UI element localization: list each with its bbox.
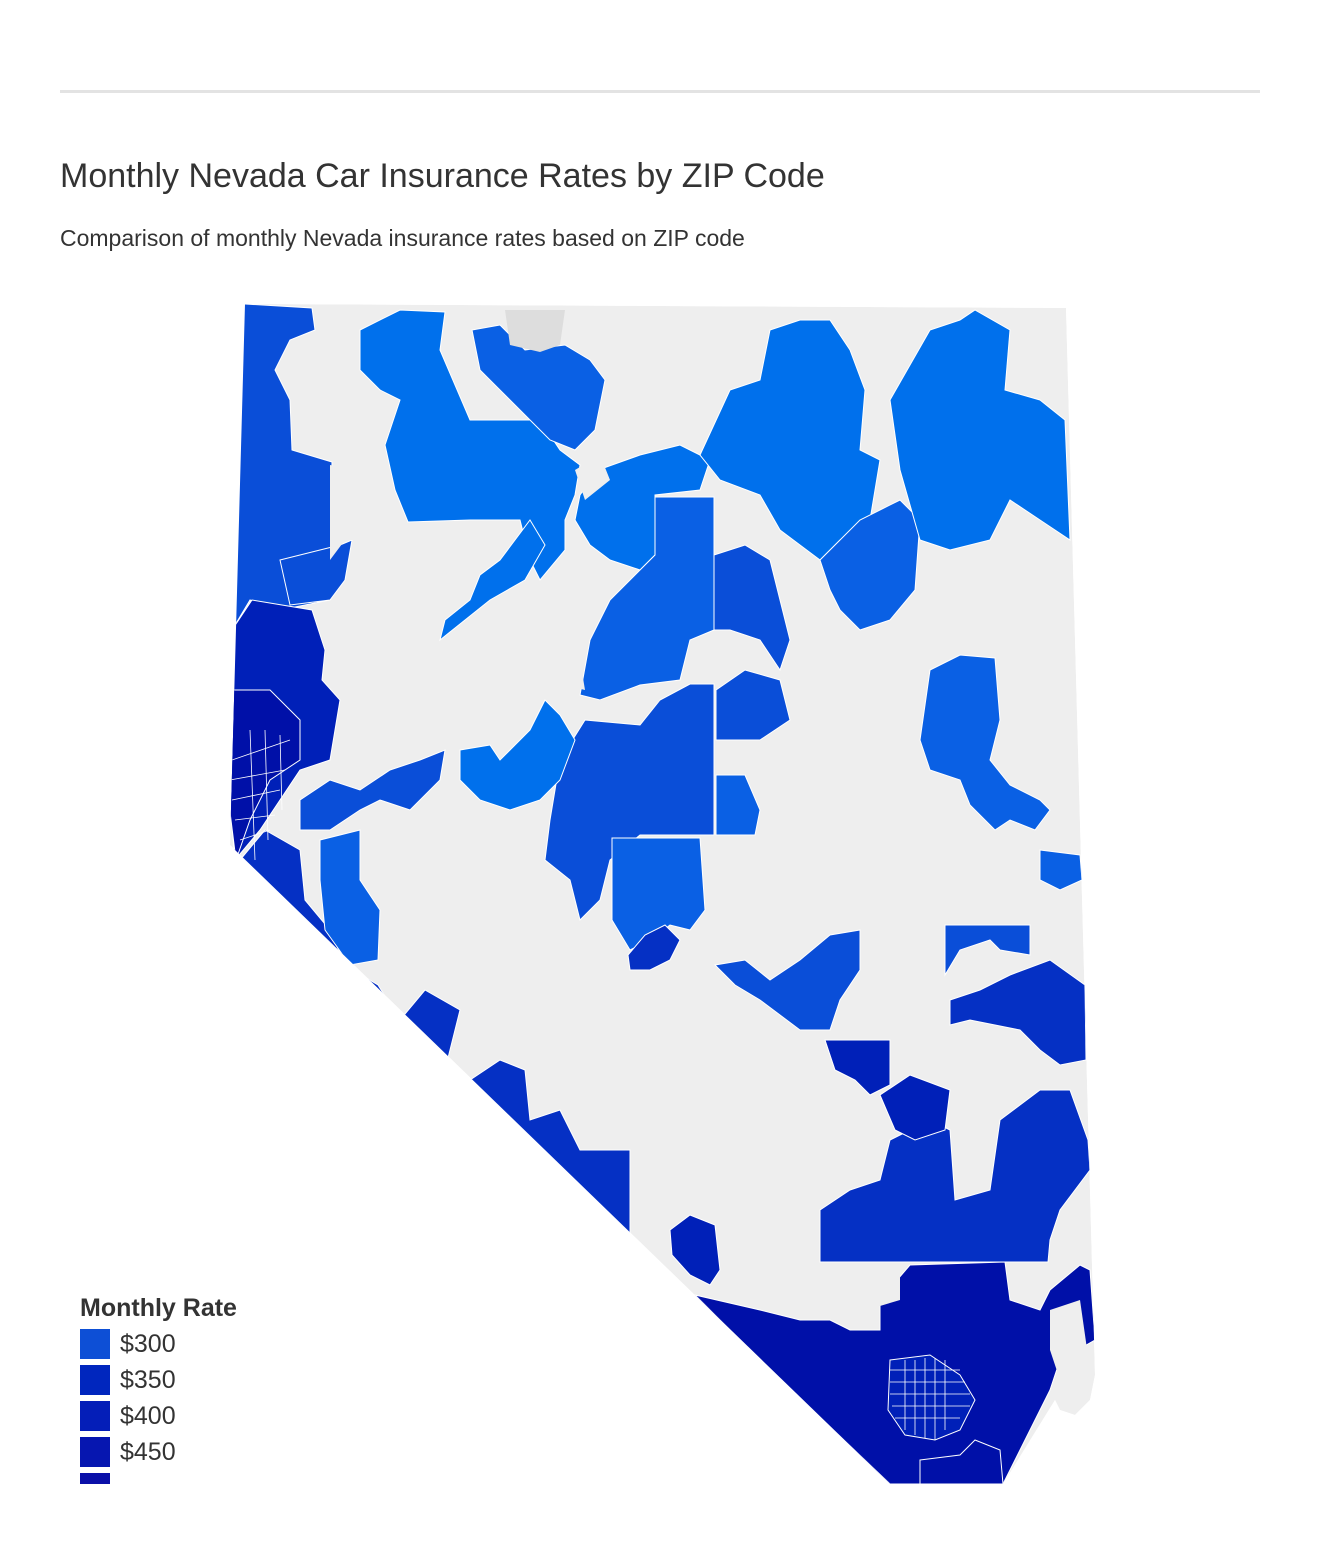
legend-title: Monthly Rate: [80, 1294, 237, 1322]
zip-region[interactable]: [713, 929, 861, 1031]
zip-region[interactable]: [713, 544, 791, 672]
zip-region[interactable]: [715, 774, 761, 836]
zip-region[interactable]: [715, 669, 791, 741]
zip-region[interactable]: [471, 324, 606, 451]
legend-item: $450: [80, 1434, 360, 1470]
zip-region[interactable]: [359, 309, 581, 581]
zip-region[interactable]: [889, 309, 1071, 551]
no-rate-area: [830, 1270, 900, 1315]
legend-label: $350: [120, 1366, 176, 1394]
zip-region[interactable]: [919, 1439, 1004, 1484]
map-legend: Monthly Rate $300 $350 $400 $450: [80, 1290, 360, 1484]
zip-region[interactable]: [439, 519, 546, 642]
legend-swatch: [80, 1329, 110, 1359]
legend-label: $400: [120, 1402, 176, 1430]
zip-region[interactable]: [819, 499, 921, 631]
legend-items: $300 $350 $400 $450: [80, 1326, 360, 1484]
no-rate-area: [1050, 1300, 1090, 1380]
zip-region[interactable]: [824, 1039, 891, 1096]
zip-region[interactable]: [319, 829, 381, 966]
zip-region[interactable]: [919, 654, 1051, 831]
no-data-area: [505, 310, 565, 352]
zip-region[interactable]: [699, 319, 881, 561]
no-rate-area: [830, 710, 920, 860]
page-title: Monthly Nevada Car Insurance Rates by ZI…: [60, 157, 825, 195]
legend-swatch: [80, 1365, 110, 1395]
las-vegas-zip-grid: [890, 1358, 970, 1440]
no-rate-area: [575, 455, 610, 500]
zip-region[interactable]: [299, 749, 446, 831]
legend-swatch: [80, 1401, 110, 1431]
legend-label: $450: [120, 1438, 176, 1466]
legend-swatch: [80, 1437, 110, 1467]
no-rate-area: [540, 660, 585, 690]
legend-item: $300: [80, 1326, 360, 1362]
no-rate-area: [590, 700, 660, 720]
zip-region[interactable]: [544, 683, 715, 921]
legend-item: $400: [80, 1398, 360, 1434]
top-divider: [60, 90, 1260, 93]
zip-region[interactable]: [226, 689, 301, 861]
legend-label: $300: [120, 1330, 176, 1358]
no-rate-area: [330, 465, 358, 560]
no-rate-area: [1000, 545, 1070, 650]
zip-region[interactable]: [879, 1074, 951, 1141]
legend-swatch: [80, 1473, 110, 1484]
legend-item: $350: [80, 1362, 360, 1398]
zip-region[interactable]: [611, 837, 706, 951]
no-rate-area: [640, 1060, 820, 1240]
legend-item: [80, 1470, 360, 1484]
page-subtitle: Comparison of monthly Nevada insurance r…: [60, 225, 745, 251]
zip-region[interactable]: [627, 924, 681, 971]
zip-region[interactable]: [887, 1354, 976, 1441]
zip-region[interactable]: [1039, 849, 1083, 891]
zip-region[interactable]: [819, 1089, 1091, 1263]
zip-region[interactable]: [944, 924, 1031, 977]
reno-zip-grid: [230, 729, 291, 861]
zip-region[interactable]: [669, 1214, 721, 1286]
zip-region[interactable]: [949, 959, 1087, 1066]
zip-region[interactable]: [459, 699, 576, 811]
